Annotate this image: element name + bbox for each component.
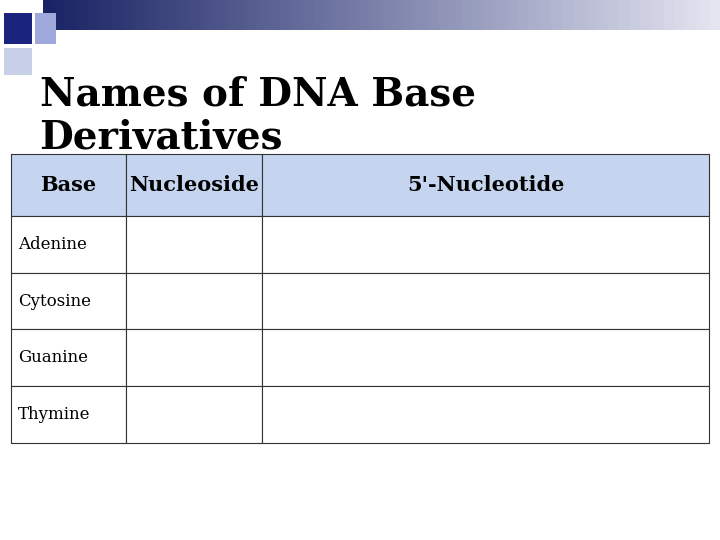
Bar [133, 0, 146, 30]
Bar [585, 0, 598, 30]
Bar [269, 0, 282, 30]
Bar [528, 0, 541, 30]
Bar [325, 0, 338, 30]
Bar [235, 0, 248, 30]
Bar [99, 0, 112, 30]
Bar [505, 0, 518, 30]
Bar [11, 216, 126, 273]
Bar [35, 13, 56, 44]
Bar [517, 0, 530, 30]
Bar [708, 0, 720, 30]
Bar [246, 0, 259, 30]
Bar [126, 216, 262, 273]
Text: Names of DNA Base
Derivatives: Names of DNA Base Derivatives [40, 76, 476, 156]
Text: Nucleoside: Nucleoside [129, 175, 259, 195]
Text: Guanine: Guanine [18, 349, 88, 366]
Bar [11, 329, 126, 386]
Bar [370, 0, 383, 30]
Bar [4, 13, 32, 44]
Bar [359, 0, 372, 30]
Bar [280, 0, 293, 30]
Text: Cytosine: Cytosine [18, 293, 91, 309]
Bar [258, 0, 270, 30]
Bar [483, 0, 496, 30]
Bar [145, 0, 158, 30]
Bar [652, 0, 665, 30]
Bar [11, 154, 126, 216]
Bar [156, 0, 168, 30]
Bar [675, 0, 688, 30]
Bar [404, 0, 417, 30]
Text: 5'-Nucleotide: 5'-Nucleotide [407, 175, 564, 195]
Bar [539, 0, 552, 30]
Bar [427, 0, 439, 30]
Bar [302, 0, 315, 30]
Bar [262, 216, 709, 273]
Text: Base: Base [40, 175, 96, 195]
Bar [201, 0, 214, 30]
Bar [11, 273, 126, 329]
Bar [438, 0, 451, 30]
Bar [262, 329, 709, 386]
Bar [607, 0, 620, 30]
Bar [393, 0, 405, 30]
Bar [262, 273, 709, 329]
Bar [686, 0, 699, 30]
Bar [461, 0, 473, 30]
Bar [573, 0, 586, 30]
Bar [336, 0, 349, 30]
Bar [122, 0, 135, 30]
Bar [262, 386, 709, 443]
Bar [472, 0, 485, 30]
Bar [664, 0, 676, 30]
Bar [314, 0, 327, 30]
Bar [630, 0, 642, 30]
Bar [126, 386, 262, 443]
Bar [415, 0, 428, 30]
Bar [167, 0, 180, 30]
Bar [562, 0, 575, 30]
Bar [89, 0, 101, 30]
Bar [596, 0, 608, 30]
Bar [495, 0, 507, 30]
Bar [551, 0, 564, 30]
Bar [179, 0, 192, 30]
Bar [126, 329, 262, 386]
Bar [212, 0, 225, 30]
Bar [292, 0, 304, 30]
Bar [126, 273, 262, 329]
Bar [66, 0, 78, 30]
Bar [55, 0, 67, 30]
Bar [262, 154, 709, 216]
Bar [190, 0, 202, 30]
Bar [77, 0, 90, 30]
Bar [224, 0, 236, 30]
Bar [126, 154, 262, 216]
Bar [11, 386, 126, 443]
Bar [348, 0, 361, 30]
Bar [4, 48, 32, 75]
Bar [111, 0, 124, 30]
Bar [382, 0, 395, 30]
Bar [43, 0, 56, 30]
Bar [698, 0, 710, 30]
Text: Thymine: Thymine [18, 406, 91, 423]
Bar [449, 0, 462, 30]
Bar [641, 0, 654, 30]
Text: Adenine: Adenine [18, 236, 87, 253]
Bar [618, 0, 631, 30]
